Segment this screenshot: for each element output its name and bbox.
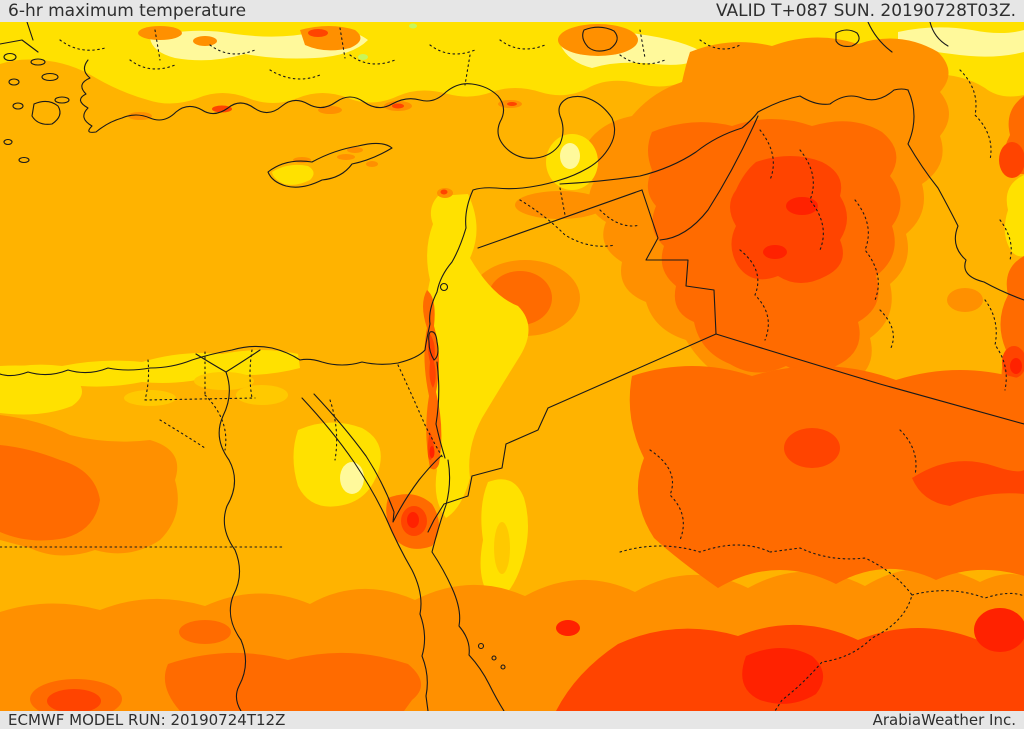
model-run-label: ECMWF MODEL RUN: 20190724T12Z (8, 711, 286, 729)
aegean-islands (3, 52, 70, 164)
map-title: 6-hr maximum temperature (8, 1, 247, 21)
coastlines (0, 52, 616, 711)
country-borders (0, 22, 1024, 533)
header-bar: 6-hr maximum temperature VALID T+087 SUN… (0, 0, 1024, 22)
temperature-field (0, 22, 1024, 711)
valid-time-label: VALID T+087 SUN. 20190728T03Z. (716, 1, 1016, 21)
admin-borders-dotted (0, 27, 1024, 711)
lakes-and-rivers (195, 26, 860, 711)
provider-label: ArabiaWeather Inc. (872, 711, 1016, 729)
footer-bar: ECMWF MODEL RUN: 20190724T12Z ArabiaWeat… (0, 711, 1024, 729)
